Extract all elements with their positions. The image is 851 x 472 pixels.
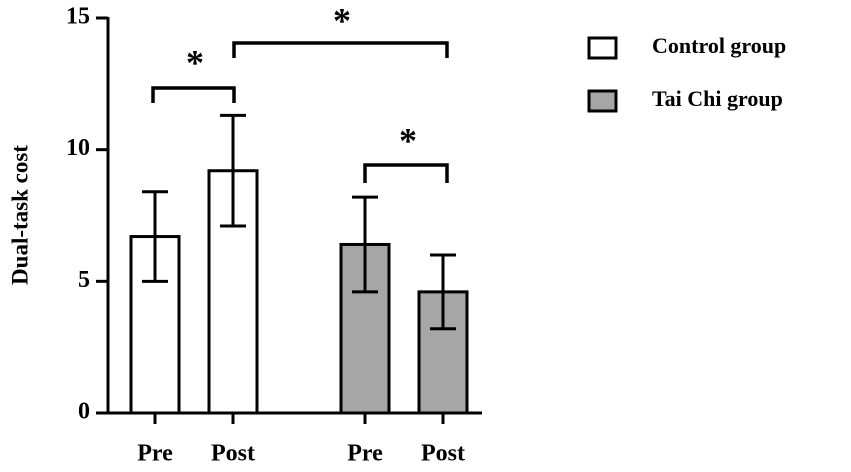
y-tick-label: 0 xyxy=(78,399,90,425)
legend-label: Control group xyxy=(652,33,786,58)
x-tick-label: Pre xyxy=(347,441,383,467)
legend-swatch xyxy=(587,36,618,60)
significance-star: * xyxy=(399,120,417,160)
legend-swatch xyxy=(587,89,618,113)
significance-bracket xyxy=(232,41,449,58)
x-tick-label: Post xyxy=(211,441,255,467)
x-tick-label: Pre xyxy=(137,441,173,467)
significance-star: * xyxy=(333,0,351,40)
y-tick-label: 10 xyxy=(66,135,90,161)
significance-bracket xyxy=(151,86,236,103)
legend-label: Tai Chi group xyxy=(652,86,783,111)
y-tick-label: 5 xyxy=(78,267,90,293)
y-tick-label: 15 xyxy=(66,4,90,30)
x-tick-label: Post xyxy=(421,441,465,467)
significance-star: * xyxy=(186,42,204,82)
significance-bracket xyxy=(363,163,449,183)
y-axis-label: Dual-task cost xyxy=(7,145,32,285)
